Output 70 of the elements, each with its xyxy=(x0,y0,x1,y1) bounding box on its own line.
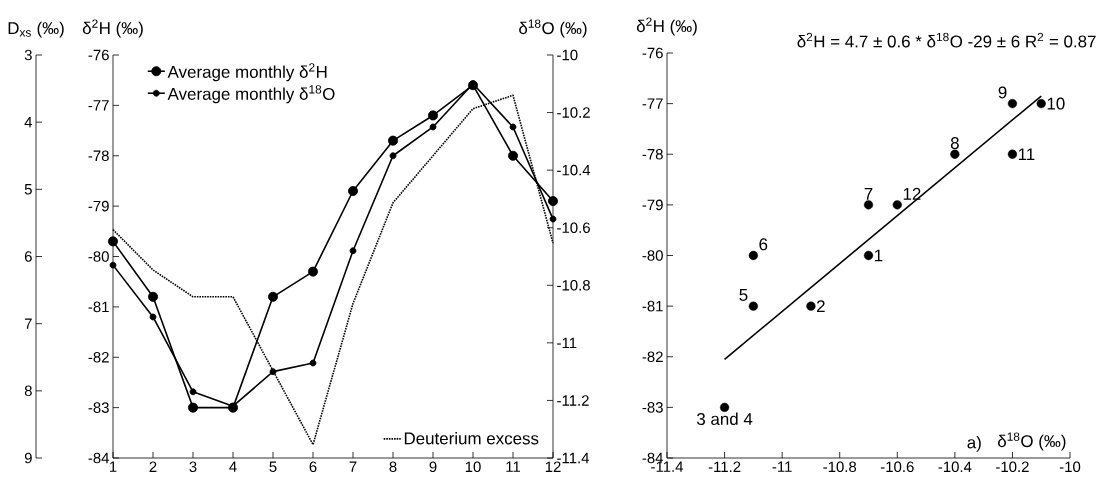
y3-tick-label: 7 xyxy=(24,318,32,329)
x-tick-label: 10 xyxy=(465,461,481,473)
y-axis-title: δ$^{2}$H (‰) xyxy=(636,17,697,36)
y-tick-label: -79 xyxy=(88,200,109,212)
x-tick-label: 11 xyxy=(506,461,521,472)
y-tick-label: -76 xyxy=(88,49,109,61)
y3-axis-title: D$_{xs}$ (‰) xyxy=(8,21,64,38)
legend-label: Average monthly δ$^{18}$O xyxy=(167,85,335,104)
y2-tick-label: -10.2 xyxy=(557,107,590,118)
y-tick-label: -77 xyxy=(642,98,663,109)
x-tick-label: 5 xyxy=(269,461,277,472)
x-tick-label: 3 xyxy=(189,461,197,473)
y-tick-label: -79 xyxy=(642,199,663,211)
y-tick-label: -80 xyxy=(642,250,663,261)
y-tick-label: -82 xyxy=(88,351,109,363)
x-tick-label: -10 xyxy=(1059,461,1081,473)
y3-tick-label: 6 xyxy=(24,251,32,262)
x-tick-label: 6 xyxy=(309,461,317,473)
y3-tick-label: 4 xyxy=(24,117,33,128)
annotation: 7 xyxy=(864,188,873,200)
annotation: 3 and 4 xyxy=(696,412,753,426)
y-tick-label: -84 xyxy=(88,452,110,464)
y2-tick-label: -10 xyxy=(557,49,578,61)
x-tick-label: 8 xyxy=(389,461,397,473)
annotation: 9 xyxy=(998,86,1007,99)
y-tick-label: -81 xyxy=(642,300,663,312)
annotation: 6 xyxy=(759,238,768,251)
annotation: 10 xyxy=(1047,97,1065,110)
y3-tick-label: 3 xyxy=(24,49,32,61)
y-tick-label: -80 xyxy=(88,251,109,262)
x-tick-label: 7 xyxy=(349,461,357,472)
y2-axis-title: δ$^{18}$O (‰) xyxy=(519,19,587,38)
annotation: 12 xyxy=(903,187,921,200)
x-axis-title: δ$^{18}$O (‰) xyxy=(998,432,1066,451)
y-tick-label: -83 xyxy=(88,402,109,413)
y3-tick-label: 8 xyxy=(24,385,32,397)
x-tick-label: -11 xyxy=(772,461,792,472)
y-tick-label: -77 xyxy=(88,100,109,111)
annotation: 11 xyxy=(1018,148,1035,161)
y-tick-label: -78 xyxy=(642,148,663,160)
annotation: 2 xyxy=(817,300,825,313)
x-tick-label: 4 xyxy=(229,461,237,472)
y-tick-label: -82 xyxy=(642,351,663,363)
y-axis-title: δ$^{2}$H (‰) xyxy=(82,19,143,38)
y-tick-label: -83 xyxy=(642,402,663,413)
y-tick-label: -78 xyxy=(88,150,109,162)
y2-tick-label: -10.6 xyxy=(557,222,590,233)
x-tick-label: 2 xyxy=(149,461,157,472)
y2-tick-label: -11 xyxy=(557,337,577,348)
x-tick-label: -11.2 xyxy=(708,461,741,472)
legend-label: Average monthly δ$^{2}$H xyxy=(167,63,327,82)
y-tick-label: -76 xyxy=(642,47,663,59)
x-tick-label: 1 xyxy=(109,461,117,472)
annotation: 1 xyxy=(875,249,883,262)
annotation: 5 xyxy=(739,289,748,301)
annotation: a) xyxy=(967,436,981,452)
y2-tick-label: -10.4 xyxy=(557,164,591,176)
x-tick-label: -10.8 xyxy=(823,461,857,473)
y3-tick-label: 5 xyxy=(24,184,32,195)
y2-tick-label: -10.8 xyxy=(557,279,590,291)
x-tick-label: -10.4 xyxy=(938,461,972,473)
chart-title: δ$^{2}$H = 4.7 ± 0.6 * δ$^{18}$O -29 ± 6 R$^{2}$ = 0.87 xyxy=(797,32,1096,48)
legend-label: Deuterium excess xyxy=(404,432,539,445)
x-tick-label: -10.6 xyxy=(880,461,914,473)
x-tick-label: 9 xyxy=(429,461,437,473)
y3-tick-label: 9 xyxy=(24,452,32,464)
y2-tick-label: -11.2 xyxy=(557,395,589,406)
annotation: 8 xyxy=(950,137,959,150)
y-tick-label: -81 xyxy=(88,301,109,313)
x-tick-label: -10.2 xyxy=(996,461,1029,473)
